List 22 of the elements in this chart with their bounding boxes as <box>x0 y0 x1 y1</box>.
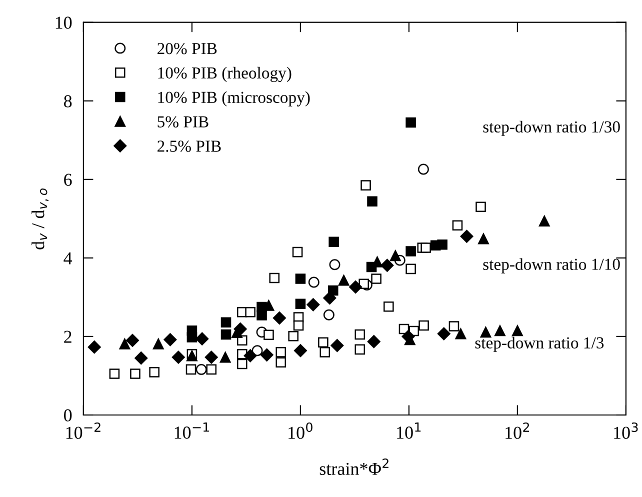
y-tick-label: 10 <box>56 16 72 29</box>
x-tick-label: 10$^{−2}$ <box>66 422 100 439</box>
x-tick-label: 10$^{3}$ <box>614 422 638 439</box>
y-axis-title: d$_{v}$ / d$_{v,o}$ <box>32 188 49 250</box>
x-tick-label: 10$^{−1}$ <box>174 422 209 439</box>
y-tick-label: 8 <box>64 95 72 108</box>
x-tick-label: 10$^{0}$ <box>288 422 312 439</box>
legend-label: 5% PIB <box>158 116 208 128</box>
y-tick-label: 6 <box>64 174 72 186</box>
legend-label: 10% PIB (microscopy) <box>158 91 310 106</box>
annotation: step-down ratio 1/10 <box>483 258 620 274</box>
legend-label: 2.5% PIB <box>158 140 221 152</box>
x-axis-title: strain*Φ$^{2}$ <box>320 458 388 475</box>
legend-label: 20% PIB <box>158 42 217 54</box>
x-tick-label: 10$^{2}$ <box>506 422 530 439</box>
y-tick-label: 4 <box>64 252 72 264</box>
y-tick-label: 0 <box>64 409 72 422</box>
annotation: step-down ratio 1/3 <box>475 336 604 352</box>
x-tick-label: 10$^{1}$ <box>397 422 421 439</box>
y-tick-label: 2 <box>64 330 72 343</box>
annotation: step-down ratio 1/30 <box>483 120 620 136</box>
legend-label: 10% PIB (rheology) <box>158 66 292 82</box>
